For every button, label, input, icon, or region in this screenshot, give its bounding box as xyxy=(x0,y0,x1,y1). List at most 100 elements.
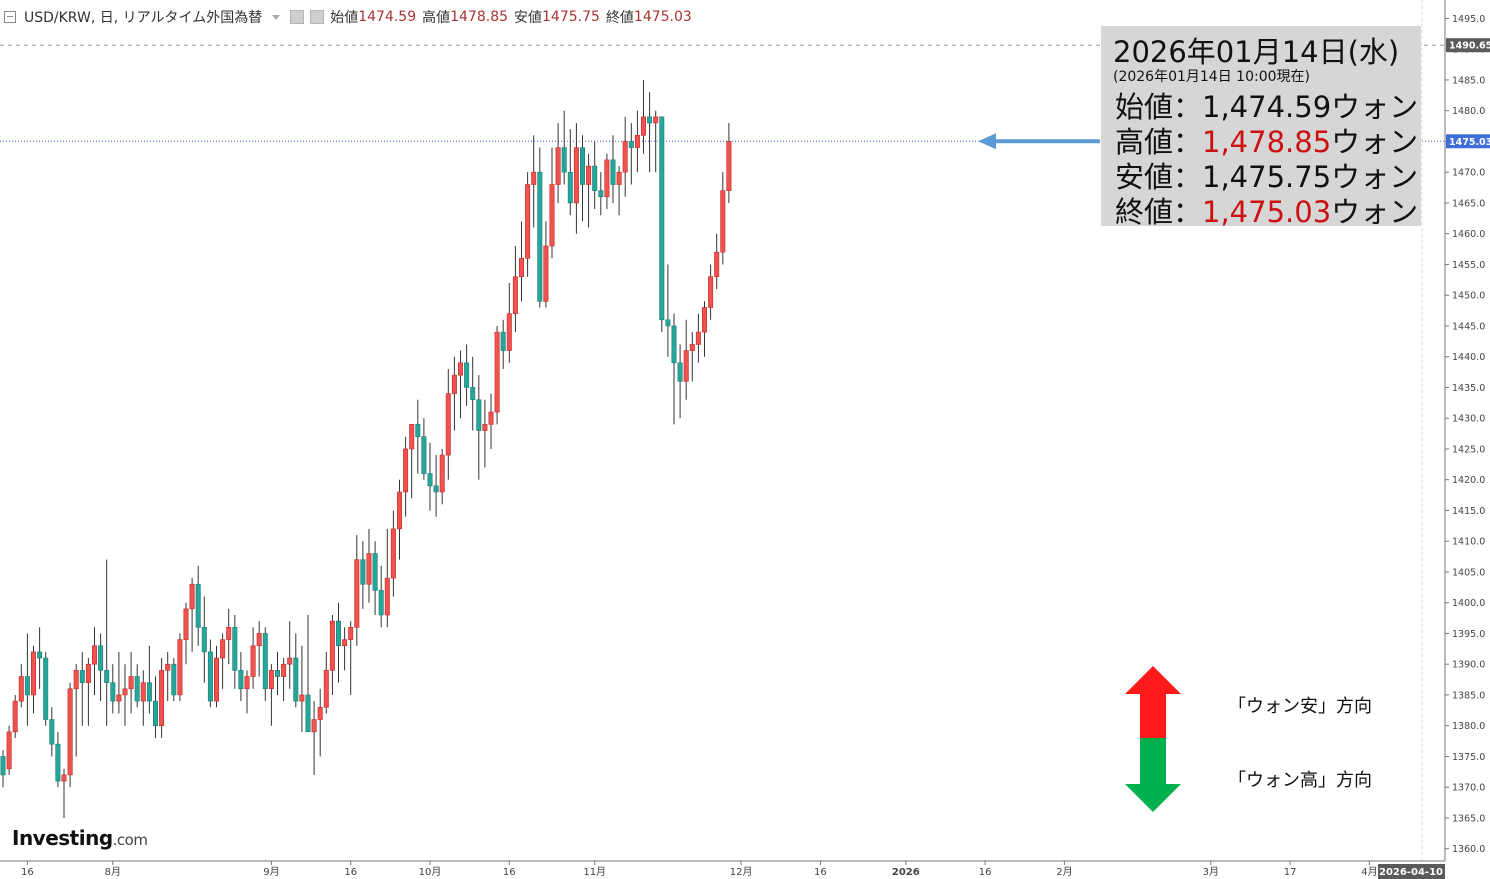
candle xyxy=(232,615,238,689)
candle xyxy=(134,664,140,708)
candle-body xyxy=(665,319,671,327)
symbol-title[interactable]: USD/KRW, 日, リアルタイム外国為替 xyxy=(24,10,263,26)
pointer-arrow-head xyxy=(978,133,996,150)
candle xyxy=(567,129,573,216)
time-axis: 16 8月 9月 16 10月 16 11月 12月 16 2026 16 2月 3月 17 4月 2026-… xyxy=(21,861,1445,879)
chevron-down-icon[interactable] xyxy=(272,14,281,20)
candle-body xyxy=(177,639,183,696)
candle-body xyxy=(214,657,220,702)
info-as-of: (2026年01月14日 10:00現在) xyxy=(1113,69,1310,85)
candle xyxy=(287,621,293,689)
low-label: 安値 xyxy=(514,10,543,26)
candle-body xyxy=(250,645,256,677)
y-tick-label: 1370.0 xyxy=(1452,783,1485,794)
info-close-row: 終値：1,475.03ウォン xyxy=(1115,189,1418,231)
candle-body xyxy=(366,553,372,585)
y-tick-label: 1385.0 xyxy=(1452,690,1485,701)
y-tick-label: 1365.0 xyxy=(1452,813,1485,824)
low-value: 1475.75 xyxy=(542,9,600,25)
candle xyxy=(433,455,439,517)
candle-body xyxy=(708,276,714,308)
x-tick-label: 16 xyxy=(21,867,34,878)
candle-body xyxy=(311,719,317,733)
candle-body xyxy=(329,620,335,671)
candle xyxy=(24,633,30,726)
candle xyxy=(67,682,73,788)
candle xyxy=(85,658,91,726)
down-arrow-icon xyxy=(1125,738,1181,812)
candle-body xyxy=(647,116,653,124)
candle xyxy=(616,166,622,216)
candle-body xyxy=(592,165,598,191)
candle-body xyxy=(354,559,360,628)
candle-body xyxy=(110,682,116,702)
strong-won-direction-label: 「ウォン高」方向 xyxy=(1228,770,1372,791)
candle xyxy=(665,264,671,357)
candle xyxy=(323,651,329,714)
candle xyxy=(573,123,579,234)
candle-body xyxy=(6,731,12,770)
candle-body xyxy=(415,424,421,437)
candle xyxy=(12,694,18,738)
candle xyxy=(171,658,177,702)
candle-body xyxy=(122,688,128,696)
candle xyxy=(311,701,317,775)
close-label: 終値 xyxy=(605,10,634,26)
candle xyxy=(403,436,409,517)
candle-body xyxy=(268,670,274,690)
collapse-icon[interactable] xyxy=(4,11,16,23)
candle-body xyxy=(55,743,61,782)
candle-body xyxy=(262,633,268,690)
candle-body xyxy=(238,670,244,690)
candle xyxy=(622,116,628,197)
candle-body xyxy=(335,620,341,647)
candle-body xyxy=(409,424,415,450)
candle xyxy=(451,356,457,431)
info-open-label: 始値： xyxy=(1115,90,1203,124)
candle xyxy=(104,559,110,726)
candle-body xyxy=(677,362,683,382)
eye-icon[interactable] xyxy=(290,10,305,24)
candle-body xyxy=(567,171,573,204)
candle-body xyxy=(555,147,561,185)
candle xyxy=(537,147,543,308)
candle-body xyxy=(579,147,585,185)
y-tick-label: 1380.0 xyxy=(1452,721,1485,732)
candle xyxy=(726,123,732,203)
candle-body xyxy=(403,448,409,493)
candle-body xyxy=(482,424,488,431)
x-tick-label: 2月 xyxy=(1056,866,1072,878)
candle xyxy=(525,172,531,277)
candle xyxy=(226,608,232,665)
settings-icon[interactable] xyxy=(310,10,325,24)
x-tick-label: 3月 xyxy=(1203,866,1219,878)
y-tick-label: 1450.0 xyxy=(1452,291,1485,302)
y-tick-label: 1410.0 xyxy=(1452,537,1485,548)
candle-body xyxy=(24,676,30,696)
candle-body xyxy=(653,116,659,124)
candle-body xyxy=(689,344,695,351)
candle-body xyxy=(256,633,262,647)
candle xyxy=(293,633,299,708)
candle-body xyxy=(500,331,506,351)
candle-body xyxy=(494,331,500,413)
candle xyxy=(610,135,616,203)
info-close-value: 1,475.03 xyxy=(1202,195,1332,229)
candle xyxy=(390,510,396,597)
candle-body xyxy=(104,670,110,683)
candle xyxy=(140,670,146,726)
candle-body xyxy=(543,245,549,302)
candle-body xyxy=(360,559,366,585)
candle-body xyxy=(140,682,146,702)
candle-body xyxy=(0,756,6,776)
candle-body xyxy=(37,651,43,659)
current-price-tag xyxy=(1446,134,1490,149)
candle-body xyxy=(342,639,348,647)
candle xyxy=(421,418,427,480)
candle-body xyxy=(73,670,79,690)
candle-body xyxy=(98,645,104,671)
candle xyxy=(372,541,378,615)
price-axis: 1360.0 1365.0 1370.0 1375.0 1380.0 1385.0 1390… xyxy=(1445,14,1490,855)
x-tick-label: 16 xyxy=(344,867,357,878)
candle-body xyxy=(220,639,226,659)
